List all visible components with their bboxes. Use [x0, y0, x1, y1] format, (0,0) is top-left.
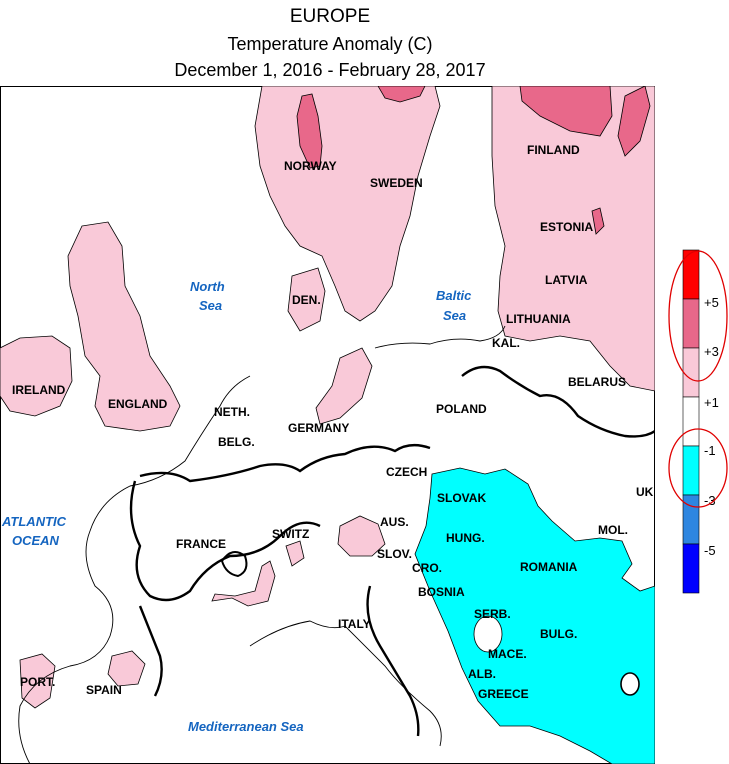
label-czech: CZECH [386, 465, 427, 479]
cold-legend-highlight [668, 428, 728, 508]
legend-swatch-3 [682, 396, 700, 447]
label-atlantic-line2: OCEAN [12, 533, 60, 548]
label-italy: ITALY [338, 617, 371, 631]
label-north-sea-line2: Sea [199, 298, 222, 313]
label-north-sea-line1: North [190, 279, 225, 294]
label-ireland: IRELAND [12, 383, 66, 397]
map-subtitle: Temperature Anomaly (C) [227, 34, 433, 54]
france-south-warm-patch [211, 560, 276, 607]
germany-warm-patch [315, 347, 373, 425]
label-atlantic-line1: ATLANTIC [1, 514, 67, 529]
legend-color-bar [682, 249, 700, 594]
label-romania: ROMANIA [520, 560, 578, 574]
label-baltic-sea-line2: Sea [443, 308, 466, 323]
legend-swatch-2 [682, 347, 700, 398]
label-netherlands: NETH. [214, 405, 250, 419]
zero-contour-loop [220, 551, 248, 578]
label-poland: POLAND [436, 402, 487, 416]
label-switzerland: SWITZ [272, 527, 309, 541]
label-kal: KAL. [492, 336, 520, 350]
label-bulgaria: BULG. [540, 627, 577, 641]
label-moldova: MOL. [598, 523, 628, 537]
label-denmark: DEN. [292, 293, 321, 307]
map-title: EUROPE [289, 6, 371, 27]
austria-warm-patch [337, 515, 386, 557]
coastline-continent [18, 375, 251, 764]
warm-legend-highlight [668, 250, 728, 382]
label-france: FRANCE [176, 537, 226, 551]
zero-contour-iberia [138, 605, 163, 697]
label-portugal: PORT. [20, 675, 55, 689]
label-latvia: LATVIA [545, 273, 588, 287]
zero-contour-italy [366, 585, 420, 737]
finland-baltic-warm-region [491, 86, 655, 392]
denmark-warm-region [287, 267, 326, 332]
label-austria: AUS. [380, 515, 409, 529]
label-norway: NORWAY [284, 159, 337, 173]
label-greece: GREECE [478, 687, 529, 701]
label-croatia: CRO. [412, 561, 442, 575]
coastline-med [249, 620, 442, 747]
label-macedonia: MACE. [488, 647, 527, 661]
label-spain: SPAIN [86, 683, 122, 697]
zero-contour-france [129, 480, 321, 602]
legend-label-plus1: +1 [704, 395, 719, 410]
legend-swatch-6 [682, 543, 700, 594]
label-sweden: SWEDEN [370, 176, 423, 190]
estonia-warm-core [591, 207, 605, 235]
finland-warm-core [519, 86, 613, 137]
label-belarus: BELARUS [568, 375, 626, 389]
balkans-cold-region [414, 467, 655, 764]
swiss-warm-patch [285, 540, 305, 567]
label-mediterranean: Mediterranean Sea [188, 719, 304, 734]
legend-label-plus3: +3 [704, 344, 719, 359]
label-slovakia: SLOVAK [437, 491, 486, 505]
label-england: ENGLAND [108, 397, 168, 411]
legend-label-minus3: -3 [704, 493, 716, 508]
zero-contour-central [139, 443, 431, 483]
label-germany: GERMANY [288, 421, 349, 435]
label-albania: ALB. [468, 667, 496, 681]
legend-swatch-4 [682, 445, 700, 496]
cold-region-gap [473, 615, 503, 653]
legend-label-minus5: -5 [704, 543, 716, 558]
norway-warm-core [296, 93, 323, 169]
label-finland: FINLAND [527, 143, 580, 157]
finland-east-warm-core [617, 86, 651, 157]
label-estonia: ESTONIA [540, 220, 593, 234]
sweden-north-warm-core [377, 86, 426, 103]
legend-swatch-1 [682, 298, 700, 349]
spain-warm-patch [107, 650, 146, 687]
britain-warm-region [67, 221, 181, 432]
color-legend: +5 +3 +1 -1 -3 -5 [668, 249, 728, 594]
label-belgium: BELG. [218, 435, 255, 449]
label-bosnia: BOSNIA [418, 585, 465, 599]
label-lithuania: LITHUANIA [506, 312, 571, 326]
portugal-warm-patch [19, 653, 56, 709]
label-baltic-sea-line1: Baltic [436, 288, 472, 303]
label-slovenia: SLOV. [377, 547, 412, 561]
cold-center-marker [620, 672, 640, 696]
ireland-warm-region [0, 335, 73, 417]
map-date-range: December 1, 2016 - February 28, 2017 [174, 60, 486, 80]
europe-anomaly-map: NORWAY SWEDEN FINLAND ESTONIA LATVIA LIT… [0, 86, 655, 764]
label-hungary: HUNG. [446, 531, 485, 545]
legend-swatch-5 [682, 494, 700, 545]
label-ukraine-partial: UK [636, 485, 654, 499]
label-serbia: SERB. [474, 607, 511, 621]
zero-contour-north [461, 365, 655, 438]
coastline-baltic [374, 325, 506, 349]
legend-label-plus5: +5 [704, 295, 719, 310]
legend-label-minus1: -1 [704, 443, 716, 458]
